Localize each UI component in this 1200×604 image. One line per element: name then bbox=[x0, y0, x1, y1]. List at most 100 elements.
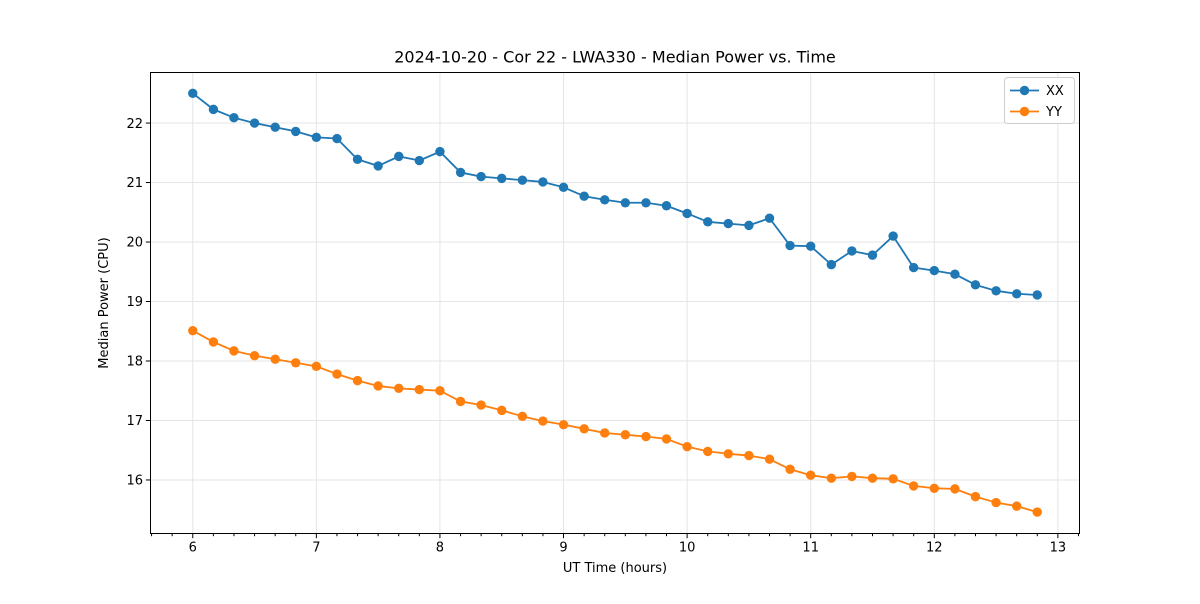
legend: XX YY bbox=[1004, 77, 1075, 124]
data-point-xx bbox=[1032, 290, 1042, 300]
data-point-xx bbox=[744, 220, 754, 231]
data-point-xx bbox=[538, 177, 548, 187]
data-point-xx bbox=[352, 154, 363, 165]
data-point-xx bbox=[805, 241, 816, 251]
x-tick-label: 8 bbox=[436, 541, 444, 556]
legend-label-yy: YY bbox=[1045, 105, 1062, 120]
gridlines bbox=[150, 72, 1080, 534]
data-point-yy bbox=[908, 481, 919, 491]
data-point-yy bbox=[703, 446, 713, 457]
legend-marker-xx bbox=[1019, 85, 1030, 96]
x-tick-label: 6 bbox=[189, 541, 197, 556]
data-point-yy bbox=[826, 473, 837, 483]
data-point-yy bbox=[661, 434, 672, 444]
data-point-yy bbox=[497, 405, 507, 416]
data-point-yy bbox=[620, 430, 631, 440]
data-point-yy bbox=[291, 358, 301, 368]
data-point-xx bbox=[599, 195, 610, 205]
data-point-yy bbox=[538, 416, 548, 426]
data-point-yy bbox=[476, 400, 486, 410]
data-point-yy bbox=[558, 419, 569, 430]
data-point-xx bbox=[826, 259, 837, 270]
data-point-xx bbox=[867, 250, 878, 260]
data-point-xx bbox=[394, 151, 404, 162]
data-series bbox=[188, 88, 1042, 517]
axis-tick-labels: 6 7 8 9 10 11 12 13 16 17 18 19 20 21 22 bbox=[126, 117, 1066, 556]
data-point-xx bbox=[249, 118, 260, 128]
data-point-yy bbox=[867, 473, 878, 483]
data-point-yy bbox=[332, 369, 342, 379]
data-point-xx bbox=[435, 146, 445, 157]
data-point-xx bbox=[188, 88, 198, 99]
data-point-xx bbox=[950, 269, 960, 279]
data-point-yy bbox=[188, 325, 198, 336]
data-point-yy bbox=[805, 470, 816, 480]
data-point-xx bbox=[785, 240, 795, 251]
data-point-yy bbox=[435, 386, 445, 396]
data-point-xx bbox=[929, 265, 939, 276]
data-point-yy bbox=[208, 337, 219, 347]
x-axis-label: UT Time (hours) bbox=[563, 561, 667, 576]
data-point-yy bbox=[579, 424, 589, 434]
data-point-xx bbox=[682, 208, 692, 219]
data-point-xx bbox=[908, 262, 919, 273]
data-point-yy bbox=[888, 474, 898, 484]
data-point-xx bbox=[764, 213, 775, 223]
data-point-yy bbox=[311, 361, 322, 372]
data-point-yy bbox=[723, 449, 733, 459]
data-point-yy bbox=[744, 450, 754, 461]
data-point-yy bbox=[785, 464, 795, 474]
data-point-xx bbox=[414, 155, 425, 166]
data-point-xx bbox=[229, 113, 239, 123]
x-tick-label: 13 bbox=[1050, 541, 1067, 556]
x-tick-label: 12 bbox=[926, 541, 943, 556]
axis-ticks bbox=[145, 122, 1079, 539]
y-tick-label: 16 bbox=[126, 474, 143, 489]
data-point-yy bbox=[764, 454, 775, 464]
y-tick-label: 18 bbox=[126, 355, 143, 370]
data-point-yy bbox=[352, 375, 363, 386]
data-point-xx bbox=[661, 201, 672, 211]
y-tick-label: 22 bbox=[126, 117, 143, 132]
data-point-xx bbox=[579, 191, 589, 201]
legend-marker-yy bbox=[1019, 106, 1030, 117]
data-point-xx bbox=[517, 175, 528, 185]
data-point-xx bbox=[558, 182, 569, 193]
data-point-xx bbox=[291, 126, 301, 137]
data-point-yy bbox=[682, 441, 692, 452]
data-point-xx bbox=[311, 132, 322, 143]
data-point-yy bbox=[929, 483, 939, 493]
x-tick-label: 7 bbox=[312, 541, 320, 556]
y-tick-label: 21 bbox=[126, 176, 143, 191]
x-tick-label: 10 bbox=[679, 541, 696, 556]
data-point-yy bbox=[1012, 501, 1022, 511]
data-point-xx bbox=[641, 198, 651, 208]
data-point-xx bbox=[476, 171, 486, 182]
data-point-yy bbox=[1032, 507, 1042, 517]
data-point-yy bbox=[517, 411, 528, 422]
y-tick-label: 20 bbox=[126, 236, 143, 251]
legend-box bbox=[1004, 77, 1075, 124]
data-point-xx bbox=[620, 198, 631, 208]
data-point-yy bbox=[599, 428, 610, 438]
chart-title: 2024-10-20 - Cor 22 - LWA330 - Median Po… bbox=[394, 48, 836, 67]
x-tick-label: 9 bbox=[559, 541, 567, 556]
data-point-xx bbox=[847, 246, 857, 256]
data-point-xx bbox=[991, 286, 1001, 296]
data-point-xx bbox=[208, 104, 219, 115]
data-point-yy bbox=[970, 491, 981, 502]
data-point-xx bbox=[888, 231, 898, 241]
data-point-yy bbox=[394, 383, 404, 394]
data-point-xx bbox=[373, 161, 383, 171]
y-axis-label: Median Power (CPU) bbox=[97, 237, 112, 368]
data-point-xx bbox=[970, 280, 981, 290]
x-tick-label: 11 bbox=[802, 541, 819, 556]
data-point-yy bbox=[229, 346, 239, 356]
data-point-yy bbox=[991, 497, 1001, 508]
data-point-yy bbox=[847, 471, 857, 482]
data-point-xx bbox=[455, 167, 466, 178]
data-point-yy bbox=[373, 381, 383, 391]
y-tick-label: 17 bbox=[126, 414, 143, 429]
